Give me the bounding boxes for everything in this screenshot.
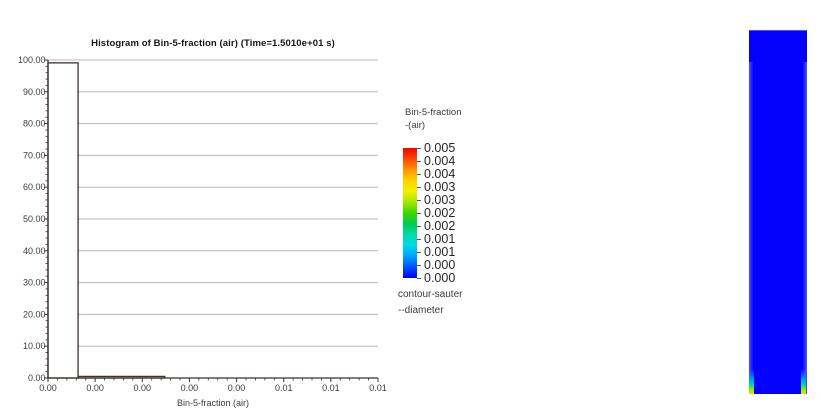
histogram-chart: 0.00 10.00 20.00 30.00 40.00 50.00 60.00 70.00 8… (18, 55, 387, 393)
colorbar-tick (417, 173, 421, 175)
svg-text:0.00: 0.00 (28, 373, 46, 383)
colorbar-tick (417, 186, 421, 188)
colorbar-tick (417, 238, 421, 240)
legend-title: Bin-5-fraction -(air) (405, 106, 462, 132)
svg-text:60.00: 60.00 (23, 182, 46, 192)
svg-text:0.01: 0.01 (322, 383, 340, 393)
contour-left-streak (749, 369, 754, 394)
svg-text:0.00: 0.00 (134, 383, 152, 393)
colorbar-value-label: 0.003 (424, 192, 456, 207)
colorbar-value-label: 0.002 (424, 218, 456, 233)
svg-text:20.00: 20.00 (23, 309, 46, 319)
svg-text:0.00: 0.00 (86, 383, 104, 393)
contour-top-highlight (749, 30, 807, 31)
colorbar-tick (417, 264, 421, 266)
legend-caption: contour-sauter --diameter (398, 287, 462, 319)
colorbar-value-label: 0.001 (424, 231, 456, 246)
colorbar-value-label: 0.004 (424, 166, 456, 181)
svg-text:0.01: 0.01 (275, 383, 293, 393)
colorbar-value-label: 0.003 (424, 179, 456, 194)
legend-title-line2: -(air) (405, 120, 426, 131)
contour-left-edge (749, 62, 753, 394)
colorbar-value-label: 0.004 (424, 153, 456, 168)
svg-text:40.00: 40.00 (23, 246, 46, 256)
colorbar-tick (417, 251, 421, 253)
svg-text:100.00: 100.00 (18, 55, 46, 65)
svg-text:50.00: 50.00 (23, 214, 46, 224)
svg-text:0.00: 0.00 (228, 383, 246, 393)
svg-text:0.01: 0.01 (369, 383, 387, 393)
svg-text:30.00: 30.00 (23, 278, 46, 288)
colorbar-value-label: 0.005 (424, 140, 456, 155)
chart-title: Histogram of Bin-5-fraction (air) (Time=… (91, 38, 335, 49)
svg-text:70.00: 70.00 (23, 150, 46, 160)
colorbar-tick (417, 277, 421, 279)
colorbar-value-label: 0.001 (424, 244, 456, 259)
colorbar-tick (417, 225, 421, 227)
colorbar-tick (417, 160, 421, 162)
svg-text:0.00: 0.00 (181, 383, 199, 393)
contour-right-edge (803, 62, 807, 394)
colorbar (403, 148, 417, 278)
x-axis-label: Bin-5-fraction (air) (176, 398, 250, 408)
contour-right-streak (801, 369, 806, 394)
colorbar-tick (417, 212, 421, 214)
colorbar-value-label: 0.000 (424, 270, 456, 285)
svg-text:0.00: 0.00 (39, 383, 57, 393)
colorbar-tick (417, 199, 421, 201)
colorbar-value-label: 0.000 (424, 257, 456, 272)
legend-title-line1: Bin-5-fraction (405, 107, 462, 118)
svg-text:90.00: 90.00 (23, 87, 46, 97)
svg-text:80.00: 80.00 (23, 119, 46, 129)
colorbar-tick (417, 147, 421, 149)
legend-caption-line1: contour-sauter (398, 289, 463, 300)
colorbar-value-label: 0.002 (424, 205, 456, 220)
contour-plot (749, 30, 807, 394)
svg-text:10.00: 10.00 (23, 341, 46, 351)
legend-caption-line2: --diameter (398, 305, 444, 316)
